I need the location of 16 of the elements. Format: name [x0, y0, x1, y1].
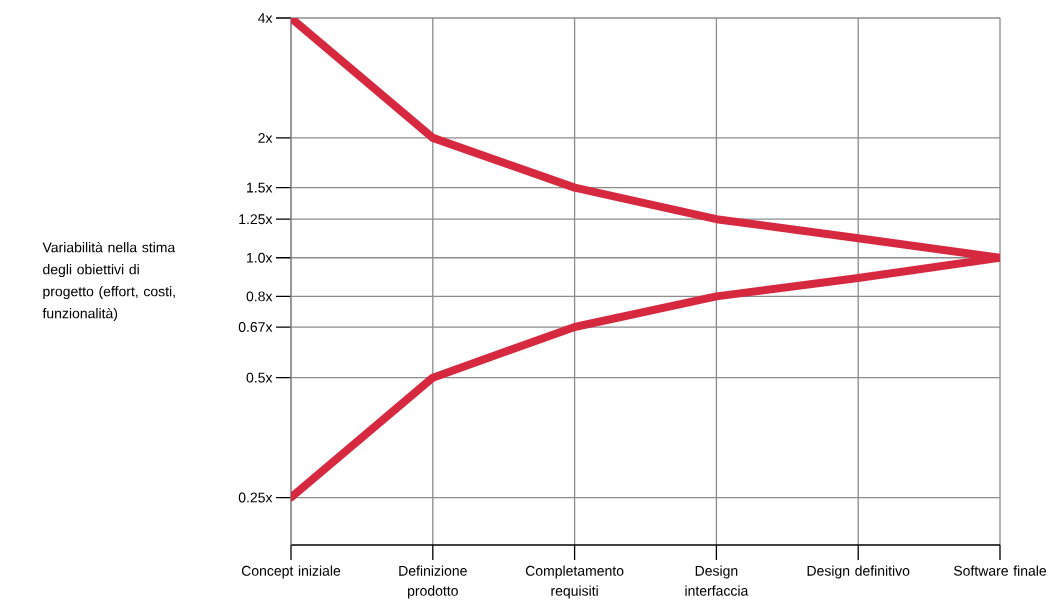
x-tick-label: Definizione prodotto: [399, 565, 467, 599]
y-tick-label: 0.25x: [238, 492, 273, 503]
x-tick-label: Completamento requisiti: [525, 565, 624, 599]
y-tick-label: 4x: [258, 13, 273, 23]
y-tick-label: 2x: [258, 133, 273, 143]
y-tick-label: 1.0x: [247, 252, 273, 263]
y-tick-label: 0.5x: [246, 372, 273, 383]
y-axis-title: Variabilità nella stima degli obiettivi di progetto (effort, costi, funzionalità): [42, 241, 176, 322]
x-tick-label: Concept iniziale: [241, 565, 341, 579]
x-tick-label: Software finale: [953, 565, 1047, 576]
y-tick-label: 0.8x: [246, 291, 273, 302]
x-tick-label: Design definitivo: [807, 565, 910, 579]
y-tick-label: 1.25x: [239, 214, 273, 225]
x-tick-label: Design interfaccia: [685, 565, 749, 596]
y-tick-label: 0.67x: [238, 322, 273, 332]
y-tick-label: 1.5x: [247, 182, 273, 193]
